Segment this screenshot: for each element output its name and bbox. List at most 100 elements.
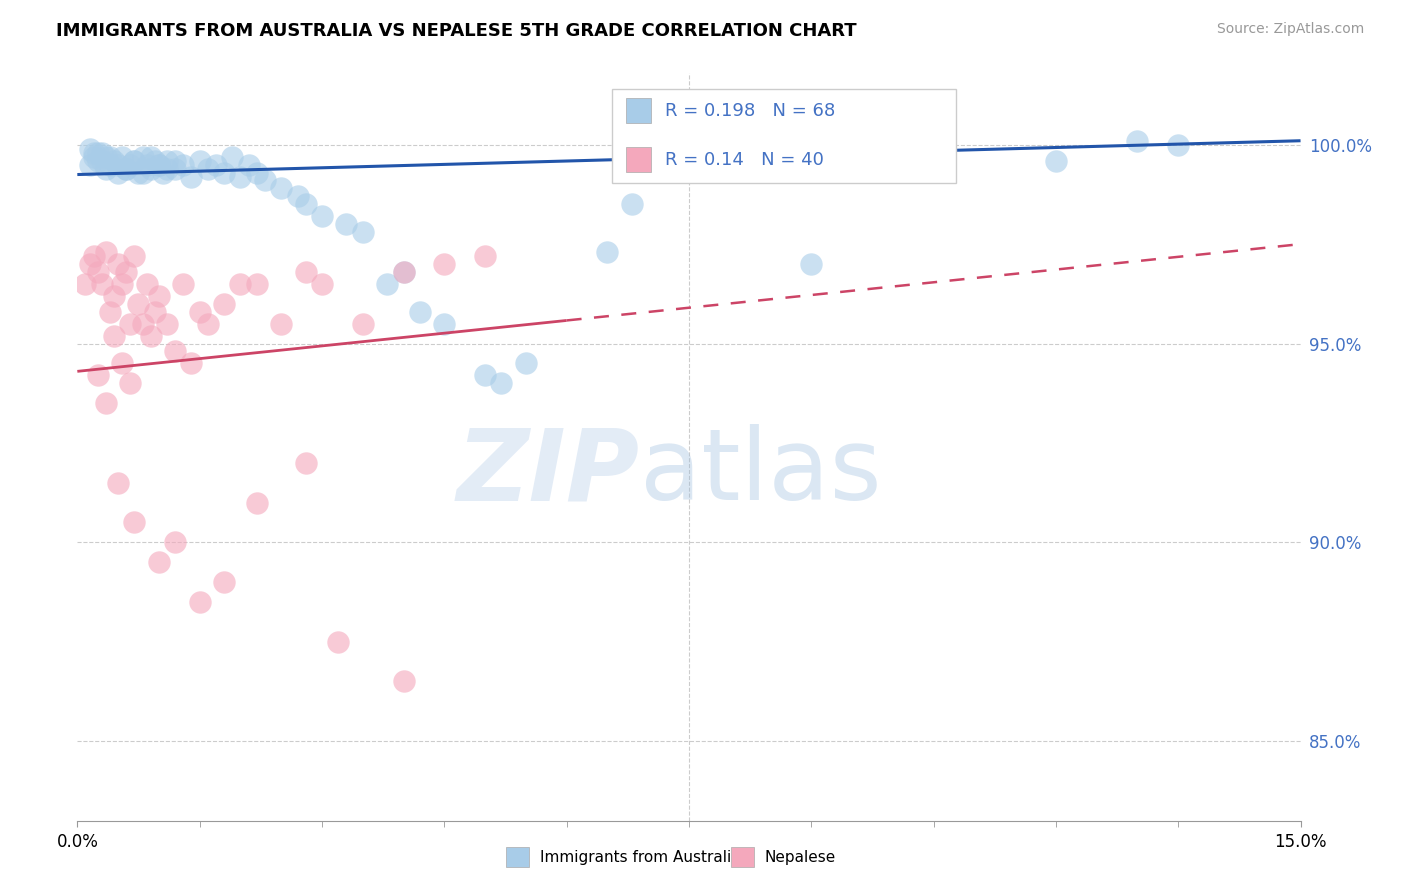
Point [135, 277, 157, 291]
Point [87, 265, 110, 279]
Point [139, 150, 162, 164]
Point [246, 165, 269, 179]
Point [143, 153, 166, 168]
Point [83, 249, 105, 263]
Point [294, 456, 316, 470]
Point [620, 197, 643, 211]
Text: Nepalese: Nepalese [765, 850, 837, 864]
Point [83, 150, 105, 164]
Point [75, 277, 97, 291]
Point [124, 153, 146, 168]
Point [205, 158, 228, 172]
Point [253, 173, 276, 187]
Point [148, 158, 170, 172]
Point [392, 265, 415, 279]
Point [212, 165, 235, 179]
Point [83, 145, 105, 160]
Point [1045, 153, 1067, 168]
Point [127, 165, 149, 179]
Point [87, 145, 110, 160]
Point [127, 297, 149, 311]
Point [352, 317, 374, 331]
Point [115, 265, 138, 279]
Point [148, 158, 170, 172]
Text: Immigrants from Australia: Immigrants from Australia [540, 850, 741, 864]
Text: IMMIGRANTS FROM AUSTRALIA VS NEPALESE 5TH GRADE CORRELATION CHART: IMMIGRANTS FROM AUSTRALIA VS NEPALESE 5T… [56, 22, 856, 40]
Point [328, 634, 350, 648]
Point [87, 368, 110, 383]
Point [103, 328, 125, 343]
Point [120, 376, 142, 391]
Point [107, 165, 129, 179]
Point [212, 575, 235, 590]
Point [433, 317, 456, 331]
Point [165, 344, 187, 359]
Point [98, 158, 121, 172]
Point [124, 249, 146, 263]
Point [433, 257, 456, 271]
Point [246, 277, 269, 291]
Point [188, 304, 211, 318]
Point [120, 317, 142, 331]
Point [152, 165, 174, 179]
Point [718, 145, 741, 160]
Point [180, 169, 202, 184]
Point [392, 265, 415, 279]
Point [107, 158, 129, 172]
Text: atlas: atlas [640, 425, 882, 521]
Point [103, 289, 125, 303]
Point [270, 181, 292, 195]
Point [474, 368, 496, 383]
Point [1126, 134, 1149, 148]
Point [165, 535, 187, 549]
Point [103, 153, 125, 168]
Point [107, 257, 129, 271]
Point [156, 161, 179, 176]
Point [212, 297, 235, 311]
Point [221, 150, 243, 164]
Point [491, 376, 513, 391]
Point [131, 150, 153, 164]
Point [409, 304, 432, 318]
Point [287, 189, 309, 203]
Point [111, 277, 134, 291]
Point [98, 304, 121, 318]
Point [294, 265, 316, 279]
Point [98, 150, 121, 164]
Point [124, 153, 146, 168]
Text: ZIP: ZIP [457, 425, 640, 521]
Point [165, 161, 187, 176]
Text: R = 0.14   N = 40: R = 0.14 N = 40 [665, 151, 824, 169]
Point [139, 328, 162, 343]
Point [120, 158, 142, 172]
Point [143, 304, 166, 318]
Point [678, 129, 700, 144]
Point [800, 257, 823, 271]
Point [94, 161, 117, 176]
Point [124, 516, 146, 530]
Point [94, 396, 117, 410]
Point [229, 277, 252, 291]
Point [311, 277, 333, 291]
Point [375, 277, 398, 291]
Point [115, 161, 138, 176]
Point [94, 245, 117, 260]
Point [131, 317, 153, 331]
Point [79, 142, 101, 156]
Point [79, 257, 101, 271]
Point [188, 595, 211, 609]
Point [79, 158, 101, 172]
Point [94, 150, 117, 164]
Point [229, 169, 252, 184]
Point [90, 277, 112, 291]
Point [87, 153, 110, 168]
Point [156, 153, 179, 168]
Point [197, 161, 219, 176]
Point [596, 245, 619, 260]
Point [246, 495, 269, 509]
Point [148, 555, 170, 569]
Point [352, 225, 374, 239]
Point [90, 145, 112, 160]
Point [515, 356, 537, 370]
Point [131, 165, 153, 179]
